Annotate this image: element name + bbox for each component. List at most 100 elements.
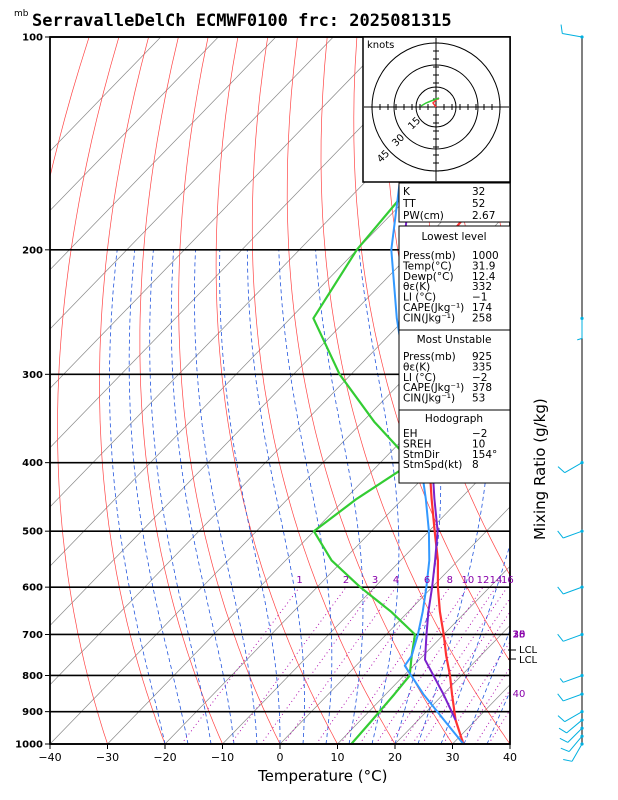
isotherm-line: [50, 269, 510, 744]
wind-profile: [557, 24, 584, 762]
mixing-ratio-label: 40: [513, 689, 526, 700]
hodograph-stats-heading: Hodograph: [425, 413, 483, 425]
lowest-level-label: CIN(Jkg⁻¹): [403, 312, 455, 324]
moist-adiabat: [128, 249, 189, 744]
wind-barb-feather: [577, 337, 583, 341]
pressure-tick-label: 900: [22, 707, 43, 718]
mixing-ratio-label: 14: [490, 575, 503, 586]
isobars: [50, 36, 510, 745]
most-unstable-label: CIN(Jkg⁻¹): [403, 393, 455, 405]
wind-barb-staff: [566, 719, 583, 734]
mixing-ratio-label: 35: [513, 630, 526, 641]
wind-barb-feather: [559, 737, 569, 743]
index-pw-value: 2.67: [472, 210, 495, 222]
lowest-level-label: Press(mb): [403, 250, 456, 262]
hodograph-stat-value: 8: [472, 459, 479, 471]
pressure-tick-label: 600: [22, 583, 43, 594]
dry-adiabat: [178, 37, 281, 744]
temperature-tick-label: 10: [331, 751, 345, 764]
moist-adiabat: [278, 249, 333, 744]
pressure-tick-label: 400: [22, 458, 43, 469]
hodograph-stat-value: −2: [472, 428, 487, 440]
most-unstable-heading: Most Unstable: [417, 334, 492, 346]
dry-adiabat: [99, 37, 166, 744]
mixing-ratio-line: [421, 611, 510, 744]
lowest-level-label: Dewp(°C): [403, 271, 454, 283]
indices-panel: K 32 TT 52 PW(cm) 2.67 Lowest level Pres…: [398, 182, 511, 484]
lowest-level-label: CAPE(Jkg⁻¹): [403, 302, 464, 314]
hodograph-stat-label: EH: [403, 428, 418, 440]
wind-barb-staff: [563, 693, 583, 702]
wind-barb-feather: [557, 586, 564, 595]
hodograph-stat-label: StmSpd(kt): [403, 459, 462, 471]
moist-adiabat: [315, 249, 364, 744]
lcl-label-1: LCL: [519, 645, 538, 656]
moist-adiabat: [149, 249, 212, 744]
index-pw-label: PW(cm): [403, 210, 444, 222]
lowest-level-value: 332: [472, 281, 492, 293]
isotherm-line: [50, 37, 392, 389]
wind-barb-feather: [563, 758, 573, 762]
hodograph-stat-value: 10: [472, 438, 485, 450]
mixing-ratio-label: 25: [513, 630, 526, 641]
moist-adiabat: [509, 743, 510, 744]
moist-adiabat: [194, 249, 258, 744]
moist-adiabat: [109, 249, 166, 744]
wind-barb-staff: [567, 727, 583, 743]
mixing-ratio-label: 2: [343, 575, 349, 586]
mixing-ratio-label: 6: [424, 575, 430, 586]
isotherm-line: [50, 209, 510, 686]
most-unstable-label: Press(mb): [403, 351, 456, 363]
dry-adiabat: [353, 37, 510, 662]
lowest-level-value: 12.4: [472, 271, 496, 283]
lowest-level-box: [398, 225, 511, 334]
isotherm-line: [337, 565, 510, 744]
pressure-tick-label: 1000: [15, 740, 43, 751]
moist-adiabat: [219, 249, 281, 744]
isotherm-line: [509, 743, 510, 744]
moist-adiabat: [358, 249, 400, 744]
wind-barb-feather: [557, 633, 564, 642]
index-tt-value: 52: [472, 198, 485, 210]
most-unstable-value: 53: [472, 393, 485, 405]
pressure-axis: 1000 900 800 700 600 500 400 300 200 100: [15, 33, 50, 751]
index-k-label: K: [403, 186, 411, 198]
wind-barb-feather: [560, 747, 570, 753]
lowest-level-label: LI (°C): [403, 292, 436, 304]
hodograph-stat-label: StmDir: [403, 449, 440, 461]
mixing-ratio-label: 4: [393, 575, 399, 586]
pressure-tick-label: 500: [22, 527, 43, 538]
wind-barb-feather: [557, 715, 566, 723]
temperature-tick-label: −10: [211, 751, 234, 764]
mixing-ratio-line: [260, 586, 376, 744]
index-tt-label: TT: [402, 198, 416, 210]
mixing-ratio-label: 8: [447, 575, 453, 586]
dry-adiabat: [286, 37, 453, 744]
mixing-ratio-label: 12: [477, 575, 490, 586]
hodograph-trace-mid: [420, 97, 440, 107]
wind-barb-feather: [557, 530, 564, 539]
temperature-tick-label: 0: [277, 751, 284, 764]
pressure-tick-label: 700: [22, 630, 43, 641]
dry-adiabat: [57, 37, 120, 744]
wind-barb-staff: [563, 634, 583, 642]
temperature-tick-label: 20: [388, 751, 402, 764]
pressure-tick-label: 800: [22, 671, 43, 682]
moist-adiabat: [170, 249, 235, 744]
indices-box: [398, 182, 511, 223]
wind-barb-feather: [557, 466, 566, 474]
isotherm-line: [50, 37, 277, 271]
mixing-ratio-axis-label: Mixing Ratio (g/kg): [531, 398, 549, 540]
mixing-ratio-label: 10: [462, 575, 475, 586]
index-k-value: 32: [472, 186, 485, 198]
wind-barb-feather: [558, 727, 567, 734]
wind-barb-feather: [559, 678, 564, 683]
mixing-ratio-line: [340, 586, 451, 744]
lowest-level-label: θε(K): [403, 281, 430, 293]
chart-title: SerravalleDelCh ECMWF0100 frc: 202508131…: [32, 11, 452, 31]
mixing-ratio-label: 20: [513, 630, 526, 641]
most-unstable-label: CAPE(Jkg⁻¹): [403, 382, 464, 394]
temperature-tick-label: 30: [446, 751, 460, 764]
x-axis-label: Temperature (°C): [257, 767, 387, 785]
